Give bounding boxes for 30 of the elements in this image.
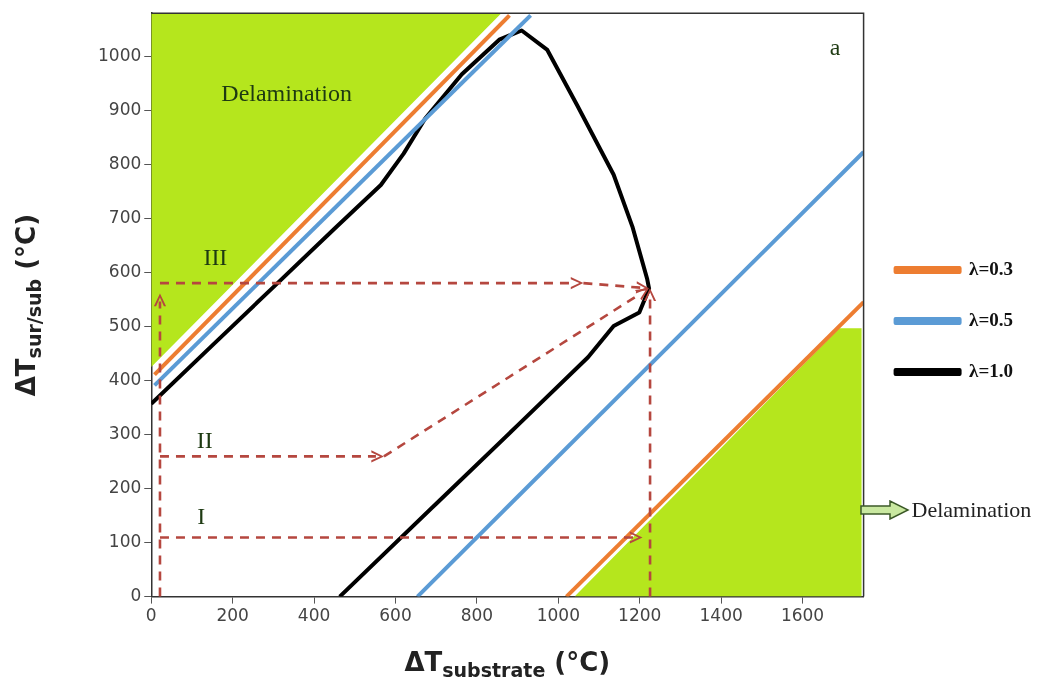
legend-label: λ=0.5	[969, 308, 1014, 330]
annotation: II	[196, 427, 213, 454]
x-tick-label: 200	[216, 605, 249, 626]
annotation: I	[197, 503, 206, 530]
legend-label: λ=1.0	[969, 359, 1014, 381]
x-tick-label: 800	[460, 605, 494, 626]
y-tick-label: 500	[108, 314, 142, 335]
x-tick-label: 1400	[699, 605, 743, 626]
y-tick-label: 800	[108, 152, 142, 173]
y-tick-label: 0	[130, 585, 142, 606]
y-tick-label: 700	[108, 206, 142, 227]
y-tick-label: 900	[108, 98, 142, 119]
x-tick-label: 1000	[536, 605, 580, 626]
y-tick-label: 300	[108, 422, 142, 443]
y-tick-label: 400	[108, 368, 142, 389]
x-axis-title: ΔT$_{substrate}$ (°C)	[404, 646, 611, 681]
y-tick-label: 200	[108, 476, 142, 497]
x-tick-label: 0	[145, 605, 157, 626]
y-tick-label: 100	[108, 531, 142, 551]
annotation: III	[203, 243, 228, 270]
legend-label: λ=0.3	[969, 257, 1014, 279]
text: Delamination	[911, 497, 1032, 524]
annotation: Delamination	[221, 80, 352, 107]
x-tick-label: 1600	[780, 605, 825, 626]
annotation: a	[829, 33, 841, 60]
y-tick-label: 600	[108, 260, 142, 281]
y-tick-label: 1000	[98, 44, 142, 65]
x-tick-label: 600	[379, 605, 412, 626]
x-tick-label: 400	[297, 605, 331, 626]
x-tick-label: 1200	[618, 605, 662, 626]
